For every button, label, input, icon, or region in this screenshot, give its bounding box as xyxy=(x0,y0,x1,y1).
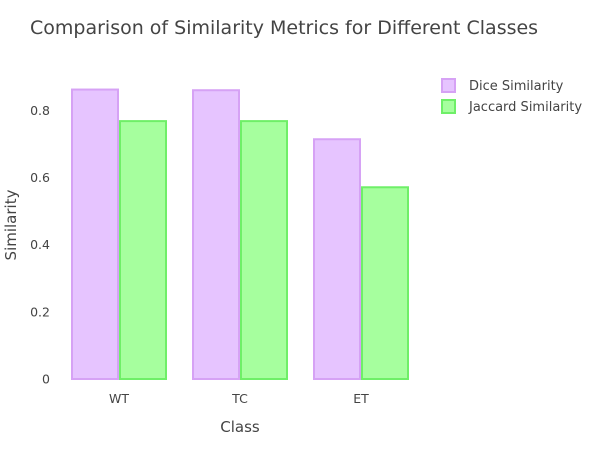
bar-tc-dice xyxy=(192,89,240,381)
legend[interactable]: Dice Similarity Jaccard Similarity xyxy=(441,78,582,115)
y-axis-label: Similarity xyxy=(2,189,20,260)
bar-et-jaccard xyxy=(361,186,409,380)
bar-wt-jaccard xyxy=(119,120,167,381)
bar-wt-dice xyxy=(71,88,119,381)
legend-label: Dice Similarity xyxy=(469,79,564,94)
legend-swatch xyxy=(441,78,456,93)
x-tick-labels: WT TC ET xyxy=(109,391,369,406)
y-tick-label: 0.8 xyxy=(30,103,50,118)
bar-et-dice xyxy=(313,138,361,380)
y-tick-label: 0.4 xyxy=(30,237,50,252)
legend-label: Jaccard Similarity xyxy=(468,100,582,115)
x-axis: Class xyxy=(220,418,260,436)
legend-swatch xyxy=(441,99,456,114)
y-tick-label: 0.2 xyxy=(30,304,50,319)
y-axis: Similarity xyxy=(2,189,20,260)
legend-item-jaccard[interactable]: Jaccard Similarity xyxy=(441,99,582,115)
x-tick-label-et: ET xyxy=(353,391,369,406)
x-axis-label: Class xyxy=(220,418,260,436)
y-tick-label: 0 xyxy=(42,372,50,387)
bars-group xyxy=(71,88,409,381)
chart-title: Comparison of Similarity Metrics for Dif… xyxy=(30,17,538,39)
y-tick-labels: 0 0.2 0.4 0.6 0.8 xyxy=(30,103,50,387)
legend-item-dice[interactable]: Dice Similarity xyxy=(441,78,564,94)
bar-tc-jaccard xyxy=(240,120,288,381)
x-tick-label-tc: TC xyxy=(231,391,248,406)
x-tick-label-wt: WT xyxy=(109,391,129,406)
y-tick-label: 0.6 xyxy=(30,170,50,185)
